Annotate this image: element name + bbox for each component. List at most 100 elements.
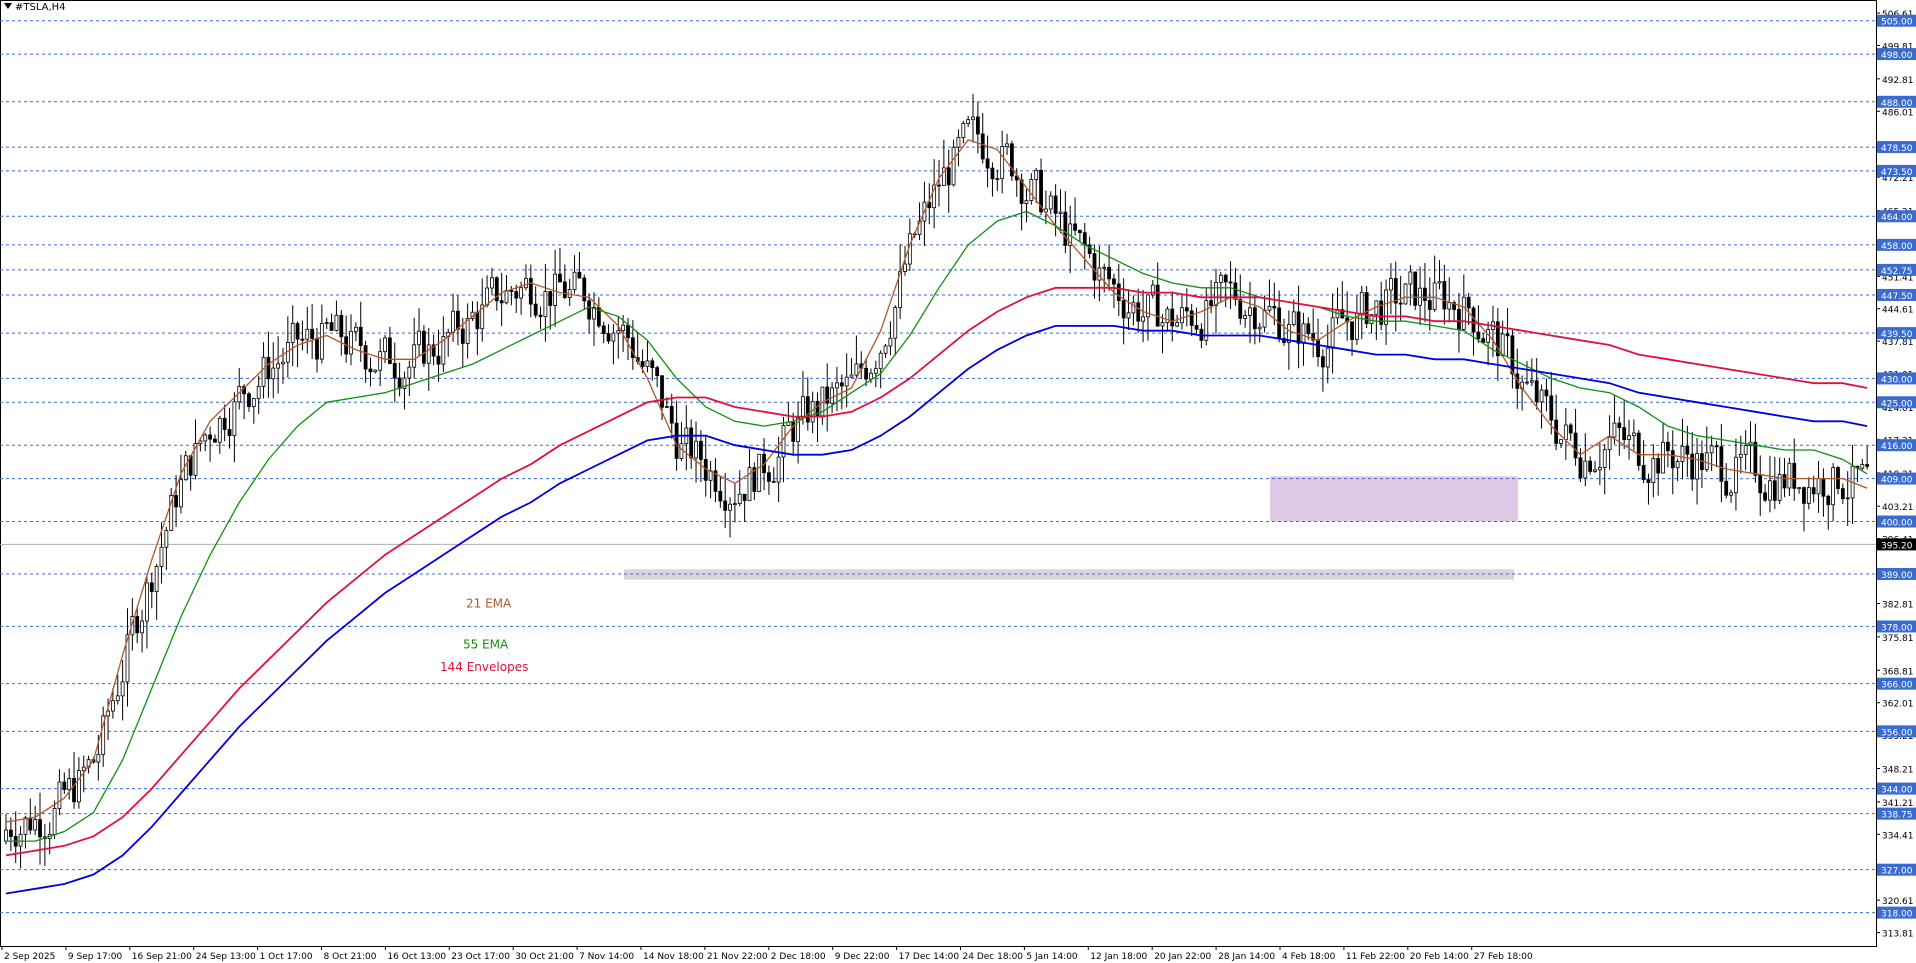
x-tick-label: 7 Nov 14:00	[579, 952, 634, 962]
level-price-box	[1877, 164, 1916, 177]
y-tick-label: 382.81	[1882, 600, 1914, 610]
candle-body	[1131, 302, 1136, 314]
menu-triangle-icon[interactable]	[4, 3, 12, 9]
candle-body	[771, 480, 776, 483]
candle-body	[417, 330, 421, 346]
candle-body	[849, 374, 854, 378]
candle-body	[1180, 307, 1184, 324]
candle-body	[1719, 446, 1724, 482]
y-tick-label: 499.81	[1882, 42, 1914, 52]
candle-body	[349, 330, 353, 355]
candle-body	[985, 158, 990, 169]
candle-body	[728, 503, 732, 511]
candle-body	[1612, 422, 1617, 438]
candle-body	[402, 377, 407, 389]
candle-body	[8, 829, 13, 837]
x-tick-label: 17 Dec 14:00	[899, 952, 960, 962]
candle-body	[1578, 457, 1583, 479]
candle-body	[830, 387, 834, 404]
candle-body	[1777, 474, 1782, 501]
level-price-box	[1877, 906, 1916, 919]
candle-body	[383, 337, 387, 353]
candle-body	[300, 338, 305, 341]
candle-body	[1262, 309, 1267, 328]
candle-body	[1695, 453, 1699, 480]
level-price-label: 478.50	[1881, 144, 1913, 154]
candle-body	[669, 405, 674, 424]
level-price-box	[1877, 327, 1916, 340]
candle-body	[1452, 302, 1456, 310]
candle-body	[1209, 300, 1214, 306]
candle-body	[655, 367, 660, 377]
candle-body	[524, 278, 528, 289]
candle-body	[1146, 294, 1150, 318]
candle-body	[1505, 333, 1510, 337]
candle-body	[694, 440, 698, 459]
candle-body	[1136, 302, 1141, 322]
candle-body	[903, 263, 907, 272]
candle-body	[1656, 457, 1661, 474]
candle-body	[1364, 292, 1369, 325]
candle-body	[203, 434, 208, 442]
candle-body	[232, 401, 237, 437]
candle-body	[1078, 229, 1082, 234]
candle-body	[1622, 427, 1627, 440]
candle-body	[1048, 195, 1053, 210]
candle-body	[1170, 308, 1175, 327]
candle-body	[412, 344, 417, 368]
candle-body	[1734, 456, 1738, 494]
candle-body	[776, 456, 781, 483]
candle-body	[1005, 143, 1009, 147]
candle-body	[990, 167, 995, 180]
candle-body	[1204, 300, 1209, 341]
candle-body	[261, 356, 266, 387]
candle-body	[460, 328, 465, 344]
candle-body	[422, 330, 426, 364]
candle-body	[392, 363, 397, 379]
candle-body	[339, 314, 344, 338]
candle-body	[966, 119, 971, 124]
candle-body	[1369, 314, 1374, 325]
candle-body	[1291, 311, 1296, 326]
x-tick-label: 5 Jan 14:00	[1026, 952, 1078, 962]
y-tick-label: 451.41	[1882, 273, 1914, 283]
candle-body	[1218, 274, 1223, 283]
candle-body	[1539, 389, 1544, 403]
candle-body	[28, 817, 33, 831]
plot-frame	[0, 0, 1877, 947]
candle-body	[1845, 497, 1850, 500]
candle-body	[873, 368, 878, 374]
y-tick-label: 472.21	[1882, 174, 1914, 184]
candle-body	[674, 422, 679, 459]
candle-body	[353, 326, 358, 332]
candle-body	[1330, 317, 1335, 349]
candle-body	[995, 178, 1000, 180]
candle-body	[664, 405, 669, 408]
candle-body	[1112, 278, 1116, 285]
candle-body	[1087, 244, 1092, 255]
candle-body	[494, 277, 499, 302]
candle-body	[883, 345, 888, 354]
candle-body	[718, 490, 723, 502]
candle-body	[1228, 281, 1233, 284]
candle-body	[1437, 281, 1442, 284]
level-price-box	[1877, 515, 1916, 528]
candle-body	[713, 470, 718, 492]
candle-body	[869, 372, 873, 380]
candle-body	[1670, 450, 1675, 469]
candle-body	[951, 146, 956, 186]
candle-body	[485, 287, 489, 306]
candle-body	[33, 819, 38, 831]
symbol-title: #TSLA,H4	[4, 2, 66, 13]
candle-body	[23, 817, 28, 835]
level-price-label: 439.50	[1881, 330, 1913, 340]
candle-body	[1666, 441, 1670, 452]
candle-body	[1214, 282, 1218, 306]
candle-body	[373, 369, 378, 373]
candle-body	[1563, 424, 1568, 440]
candle-body	[577, 271, 582, 279]
candle-body	[1729, 492, 1733, 496]
candle-body	[1009, 143, 1014, 177]
